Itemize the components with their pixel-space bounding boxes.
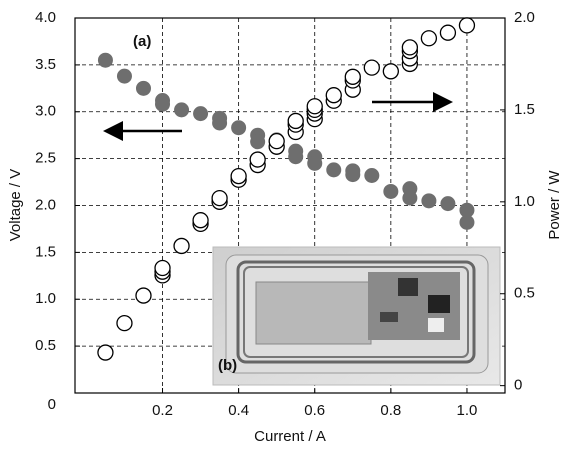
data-point (307, 155, 323, 171)
data-point (325, 87, 342, 104)
data-point (287, 112, 304, 130)
y-tick-label: 4.0 (35, 9, 56, 26)
data-point (382, 63, 399, 80)
inset-photo (212, 246, 501, 386)
data-point (383, 183, 399, 199)
data-point (173, 237, 190, 255)
data-point (155, 96, 171, 112)
y2-tick-label: 1.5 (514, 101, 535, 118)
x-tick-label: 0.6 (304, 402, 325, 419)
data-point (363, 59, 380, 76)
data-point (249, 151, 266, 168)
y-tick-label: 2.5 (35, 150, 56, 167)
data-point (174, 102, 190, 118)
data-point (326, 162, 342, 178)
x-axis-label: Current / A (254, 428, 326, 445)
data-point (458, 17, 476, 34)
data-point (288, 149, 304, 165)
data-point (268, 133, 285, 150)
x-tick-label: 0.2 (152, 402, 173, 419)
y-tick-label: 3.5 (35, 56, 56, 73)
y2-axis-label: Power / W (546, 170, 563, 240)
data-point (306, 98, 323, 115)
data-point (440, 196, 456, 212)
y-tick-label: 1.0 (35, 290, 56, 307)
y2-tick-label: 1.0 (514, 193, 535, 210)
y-tick-label: 3.0 (35, 103, 56, 120)
data-point (401, 39, 419, 56)
data-point (345, 167, 361, 183)
data-point (116, 68, 132, 84)
data-point (231, 120, 247, 136)
panel-label: (b) (218, 357, 237, 374)
data-point (364, 168, 380, 183)
x-tick-label: 1.0 (457, 402, 478, 419)
data-point (97, 52, 113, 68)
data-point (135, 287, 152, 304)
data-point (250, 134, 266, 150)
data-point (402, 190, 418, 206)
panel-label: (a) (133, 33, 151, 50)
data-point (192, 212, 209, 229)
y-tick-label: 2.0 (35, 196, 56, 213)
y-tick-label: 1.5 (35, 243, 56, 260)
data-point (116, 314, 133, 332)
data-point (420, 30, 438, 47)
data-point (421, 193, 437, 209)
y-tick-label: 0 (48, 396, 56, 413)
data-point (230, 167, 247, 185)
y2-tick-label: 0.5 (514, 285, 535, 302)
y-axis-label: Voltage / V (7, 169, 24, 242)
x-tick-label: 0.4 (228, 402, 249, 419)
data-point (212, 115, 228, 131)
data-point (97, 344, 114, 361)
y2-tick-label: 2.0 (514, 9, 535, 26)
data-point (135, 80, 151, 96)
data-point (211, 189, 228, 207)
y-tick-label: 0.5 (35, 337, 56, 354)
data-point (193, 106, 209, 122)
x-tick-label: 0.8 (380, 402, 401, 419)
data-point (439, 24, 457, 41)
data-point (459, 214, 475, 230)
data-point (154, 259, 171, 277)
data-point (459, 202, 475, 218)
y2-tick-label: 0 (514, 377, 522, 394)
data-point (344, 68, 361, 85)
